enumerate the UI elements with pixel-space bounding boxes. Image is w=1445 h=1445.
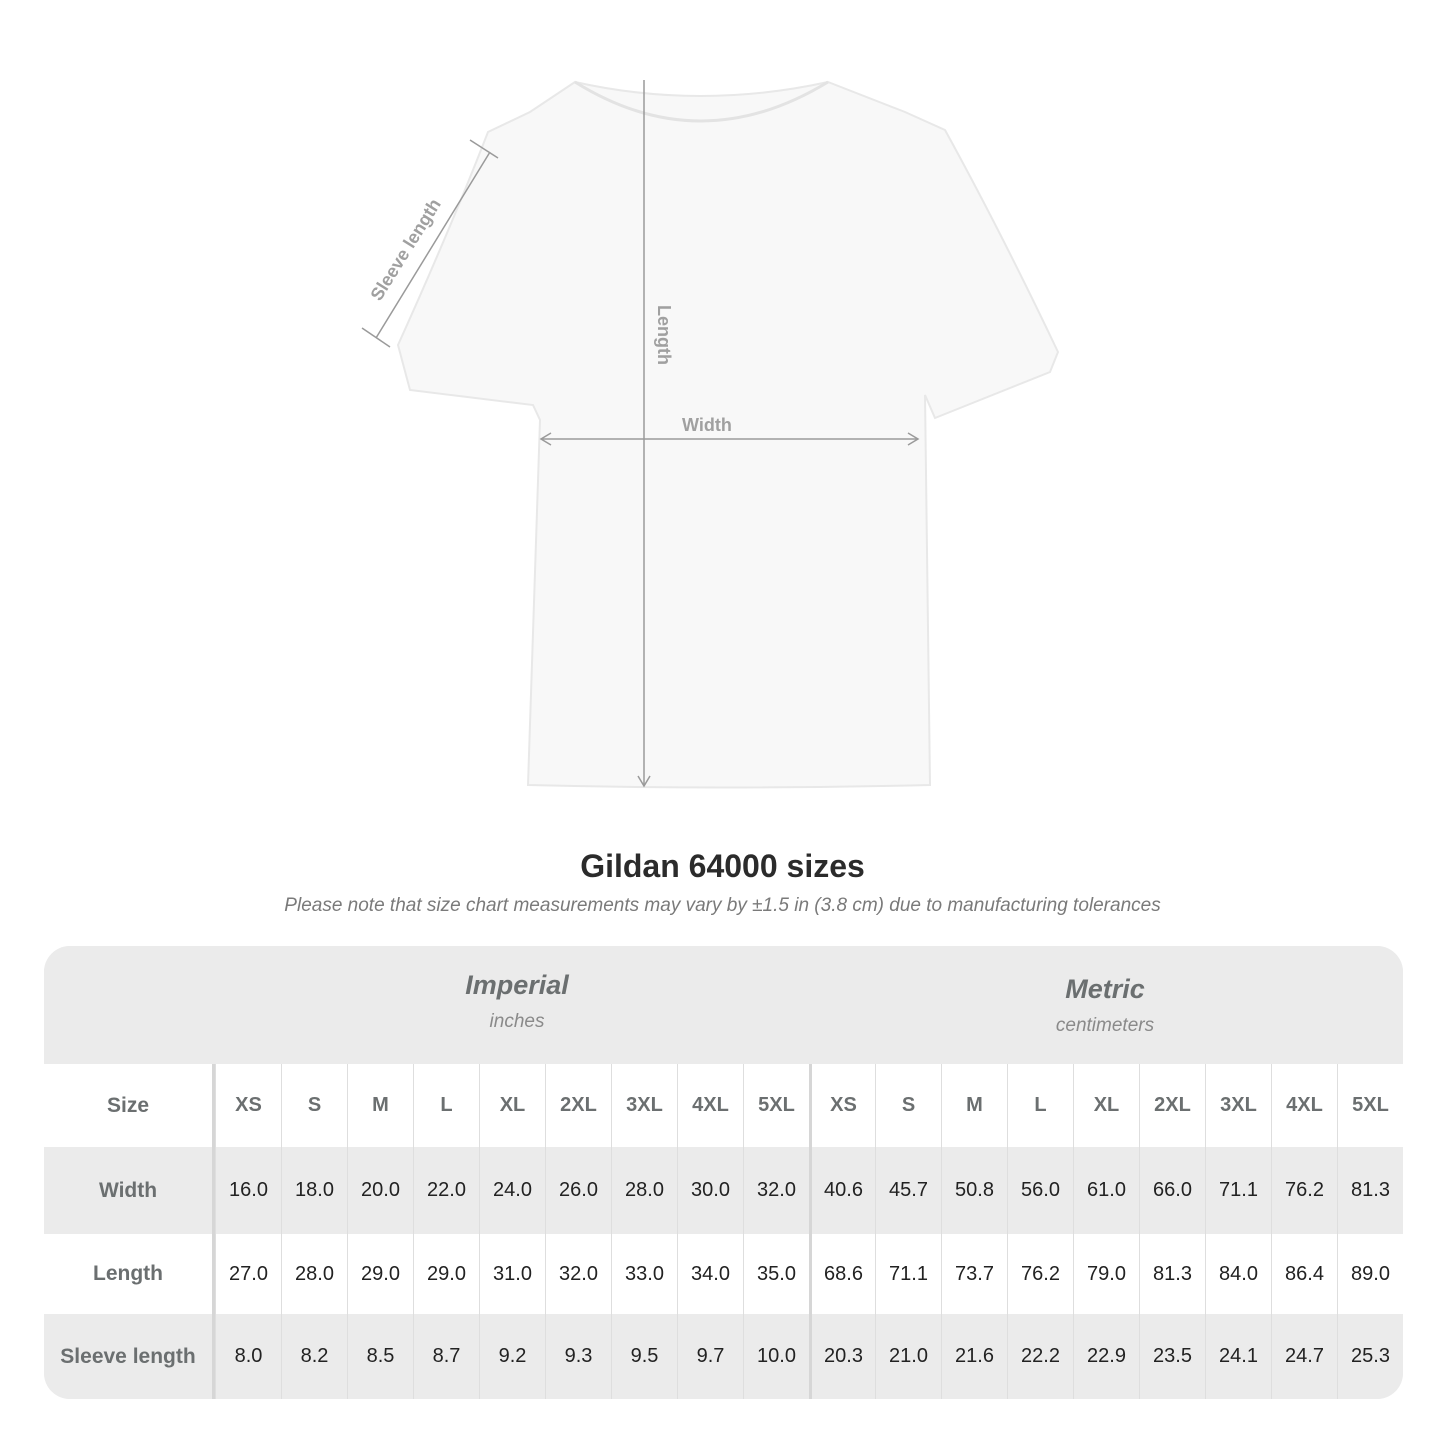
imperial-unit: inches [489, 1011, 545, 1032]
metric-size-3xl: 3XL [1205, 1064, 1271, 1147]
imperial-value-cell: 9.3 [545, 1314, 611, 1399]
length-label: Length [654, 305, 674, 365]
metric-value-cell: 68.6 [809, 1234, 875, 1314]
table-header: Imperial inches Metric centimeters [44, 946, 1403, 1064]
metric-value-cell: 22.9 [1073, 1314, 1139, 1399]
metric-value-cell: 81.3 [1139, 1234, 1205, 1314]
size-row: Size XS S M L XL 2XL 3XL 4XL 5XL XS S M L XL 2XL 3XL 4XL 5… [44, 1064, 1403, 1147]
imperial-value-cell: 35.0 [743, 1234, 809, 1314]
row-label: Length [44, 1234, 215, 1314]
metric-value-cell: 73.7 [941, 1234, 1007, 1314]
imperial-size-4xl: 4XL [677, 1064, 743, 1147]
metric-value-cell: 84.0 [1205, 1234, 1271, 1314]
imperial-value-cell: 28.0 [611, 1147, 677, 1234]
imperial-value-cell: 29.0 [347, 1234, 413, 1314]
metric-value-cell: 24.7 [1271, 1314, 1337, 1399]
metric-size-m: M [941, 1064, 1007, 1147]
metric-value-cell: 21.6 [941, 1314, 1007, 1399]
metric-value-cell: 45.7 [875, 1147, 941, 1234]
metric-size-5xl: 5XL [1337, 1064, 1403, 1147]
imperial-title: Imperial [465, 970, 569, 1000]
size-header-label: Size [44, 1064, 215, 1147]
imperial-value-cell: 8.2 [281, 1314, 347, 1399]
imperial-size-xs: XS [215, 1064, 281, 1147]
imperial-header: Imperial inches [217, 970, 817, 1033]
tshirt-shape [396, 80, 1060, 789]
imperial-value-cell: 27.0 [215, 1234, 281, 1314]
metric-value-cell: 23.5 [1139, 1314, 1205, 1399]
imperial-value-cell: 9.5 [611, 1314, 677, 1399]
metric-value-cell: 79.0 [1073, 1234, 1139, 1314]
imperial-value-cell: 8.0 [215, 1314, 281, 1399]
metric-value-cell: 24.1 [1205, 1314, 1271, 1399]
metric-value-cell: 76.2 [1007, 1234, 1073, 1314]
metric-value-cell: 25.3 [1337, 1314, 1403, 1399]
metric-value-cell: 50.8 [941, 1147, 1007, 1234]
metric-value-cell: 66.0 [1139, 1147, 1205, 1234]
metric-value-cell: 89.0 [1337, 1234, 1403, 1314]
imperial-value-cell: 34.0 [677, 1234, 743, 1314]
sleeve-measure-line [375, 151, 491, 339]
imperial-value-cell: 24.0 [479, 1147, 545, 1234]
metric-value-cell: 71.1 [875, 1234, 941, 1314]
metric-value-cell: 40.6 [809, 1147, 875, 1234]
imperial-size-m: M [347, 1064, 413, 1147]
imperial-size-xl: XL [479, 1064, 545, 1147]
metric-value-cell: 21.0 [875, 1314, 941, 1399]
collar [574, 80, 829, 123]
imperial-value-cell: 16.0 [215, 1147, 281, 1234]
imperial-value-cell: 22.0 [413, 1147, 479, 1234]
tshirt-illustration: Sleeve length Length Width [361, 80, 1060, 789]
metric-value-cell: 61.0 [1073, 1147, 1139, 1234]
width-label: Width [682, 415, 732, 435]
imperial-value-cell: 26.0 [545, 1147, 611, 1234]
imperial-value-cell: 9.7 [677, 1314, 743, 1399]
imperial-value-cell: 32.0 [545, 1234, 611, 1314]
metric-title: Metric [1065, 974, 1145, 1004]
metric-header: Metric centimeters [808, 974, 1402, 1037]
metric-size-l: L [1007, 1064, 1073, 1147]
imperial-value-cell: 33.0 [611, 1234, 677, 1314]
length-row: Length 27.0 28.0 29.0 29.0 31.0 32.0 33.0 34.0 35… [44, 1234, 1403, 1314]
metric-size-s: S [875, 1064, 941, 1147]
metric-value-cell: 86.4 [1271, 1234, 1337, 1314]
sleeve-length-row: Sleeve length 8.0 8.2 8.5 8.7 9.2 9.3 9.5 9.7 10.… [44, 1314, 1403, 1399]
imperial-value-cell: 9.2 [479, 1314, 545, 1399]
size-table: Imperial inches Metric centimeters Size X… [44, 946, 1403, 1399]
metric-size-xs: XS [809, 1064, 875, 1147]
imperial-value-cell: 32.0 [743, 1147, 809, 1234]
row-label: Sleeve length [44, 1314, 215, 1399]
metric-value-cell: 22.2 [1007, 1314, 1073, 1399]
imperial-value-cell: 8.7 [413, 1314, 479, 1399]
imperial-value-cell: 29.0 [413, 1234, 479, 1314]
imperial-size-3xl: 3XL [611, 1064, 677, 1147]
imperial-value-cell: 28.0 [281, 1234, 347, 1314]
metric-value-cell: 81.3 [1337, 1147, 1403, 1234]
metric-size-4xl: 4XL [1271, 1064, 1337, 1147]
metric-value-cell: 20.3 [809, 1314, 875, 1399]
metric-size-xl: XL [1073, 1064, 1139, 1147]
imperial-size-5xl: 5XL [743, 1064, 809, 1147]
imperial-size-s: S [281, 1064, 347, 1147]
metric-unit: centimeters [1055, 1015, 1155, 1036]
page-title: Gildan 64000 sizes [580, 848, 865, 884]
imperial-value-cell: 18.0 [281, 1147, 347, 1234]
imperial-value-cell: 31.0 [479, 1234, 545, 1314]
imperial-value-cell: 20.0 [347, 1147, 413, 1234]
imperial-size-l: L [413, 1064, 479, 1147]
metric-value-cell: 56.0 [1007, 1147, 1073, 1234]
imperial-value-cell: 8.5 [347, 1314, 413, 1399]
imperial-value-cell: 10.0 [743, 1314, 809, 1399]
row-label: Width [44, 1147, 215, 1234]
tolerance-note: Please note that size chart measurements… [284, 895, 1161, 916]
width-row: Width 16.0 18.0 20.0 22.0 24.0 26.0 28.0 30.0 32.… [44, 1147, 1403, 1234]
imperial-size-2xl: 2XL [545, 1064, 611, 1147]
imperial-value-cell: 30.0 [677, 1147, 743, 1234]
metric-value-cell: 76.2 [1271, 1147, 1337, 1234]
metric-value-cell: 71.1 [1205, 1147, 1271, 1234]
metric-size-2xl: 2XL [1139, 1064, 1205, 1147]
